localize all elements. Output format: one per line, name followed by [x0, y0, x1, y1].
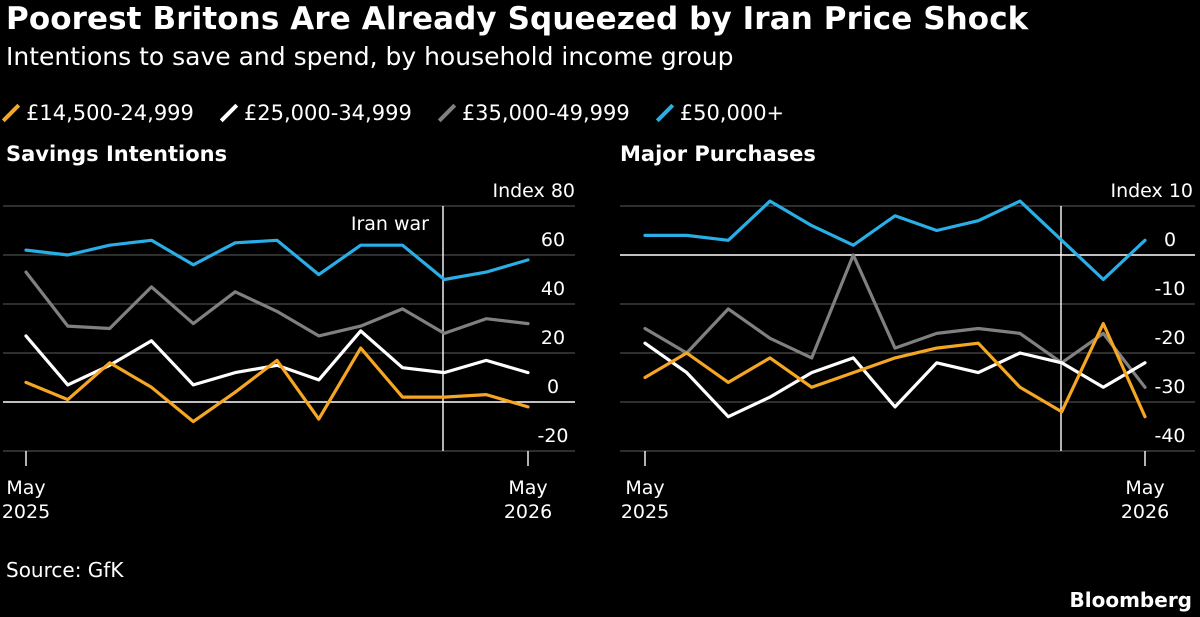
- savings-y-tick-label: Index 80: [492, 180, 575, 202]
- savings-annotation-label: Iran war: [351, 213, 429, 235]
- purchases-y-tick-label: 0: [1164, 229, 1176, 251]
- savings-series-line-0: [24, 346, 530, 424]
- purchases-series-line-3: [643, 199, 1147, 282]
- source-note: Source: GfK: [6, 558, 124, 582]
- legend-label: £35,000-49,999: [461, 101, 630, 125]
- savings-x-tick-label: 2026: [504, 501, 552, 523]
- purchases-x-tick-label: May: [625, 477, 664, 499]
- purchases-x-tick-label: 2025: [621, 501, 669, 523]
- purchases-series-line-0: [643, 322, 1147, 419]
- savings-x-tick-label: May: [6, 477, 45, 499]
- purchases-x-tick-label: May: [1125, 477, 1164, 499]
- savings-x-tick-label: May: [508, 477, 547, 499]
- purchases-y-tick-label: Index 10: [1110, 180, 1193, 202]
- legend: £14,500-24,999 £25,000-34,999 £35,000-49…: [4, 98, 812, 128]
- legend-label: £50,000+: [679, 101, 785, 125]
- legend-item-14500-24999: £14,500-24,999: [4, 101, 194, 125]
- savings-y-tick-label: -20: [537, 425, 568, 447]
- savings-y-tick-label: 20: [541, 327, 565, 349]
- legend-item-50000-plus: £50,000+: [658, 101, 784, 125]
- purchases-y-tick-label: -20: [1154, 327, 1185, 349]
- chart-headline: Poorest Britons Are Already Squeezed by …: [6, 1, 1029, 37]
- savings-y-tick-label: 60: [541, 229, 565, 251]
- legend-item-25000-34999: £25,000-34,999: [222, 101, 412, 125]
- legend-item-35000-49999: £35,000-49,999: [440, 101, 630, 125]
- purchases-series-line-1: [643, 341, 1147, 419]
- savings-series-line-2: [24, 270, 530, 338]
- purchases-y-tick-label: -40: [1154, 425, 1185, 447]
- chart-subtitle: Intentions to save and spend, by househo…: [6, 42, 734, 71]
- savings-series-line-1: [24, 329, 530, 387]
- savings-chart-title: Savings Intentions: [6, 142, 228, 166]
- purchases-y-tick-label: -30: [1154, 376, 1185, 398]
- purchases-chart-title: Major Purchases: [620, 142, 816, 166]
- legend-label: £14,500-24,999: [26, 101, 194, 125]
- savings-x-tick-label: 2025: [2, 501, 50, 523]
- savings-y-tick-label: 40: [541, 278, 565, 300]
- legend-label: £25,000-34,999: [243, 101, 412, 125]
- purchases-y-tick-label: -10: [1154, 278, 1185, 300]
- purchases-x-tick-label: 2026: [1121, 501, 1169, 523]
- bloomberg-logo: Bloomberg: [1069, 588, 1192, 612]
- savings-series-line-3: [24, 238, 530, 282]
- savings-y-tick-label: 0: [547, 376, 559, 398]
